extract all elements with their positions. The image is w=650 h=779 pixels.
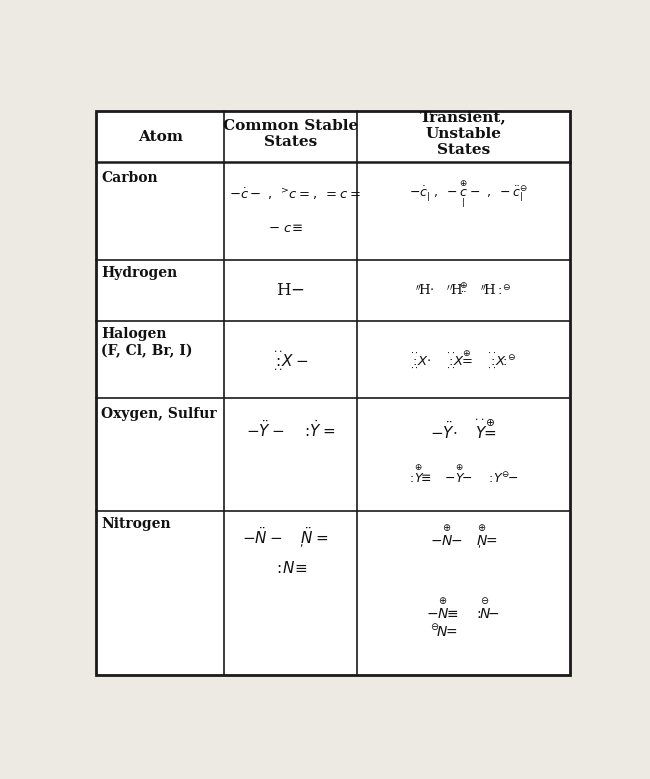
Text: H$-$: H$-$ [276,282,305,299]
Text: $^{\ominus}\!N\!\!=$: $^{\ominus}\!N\!\!=$ [430,623,457,640]
Text: $-\ c\!\equiv$: $-\ c\!\equiv$ [268,222,303,235]
Text: $^{\prime\prime}\!$H$\cdot$   $^{\prime\prime}\!$H$\!\overset{\oplus}{\ddot{}}$ : $^{\prime\prime}\!$H$\cdot$ $^{\prime\pr… [415,283,512,298]
Text: $:\!N\!\equiv$: $:\!N\!\equiv$ [274,559,307,576]
Text: Atom: Atom [138,130,183,144]
Text: Carbon: Carbon [101,171,158,185]
Text: $-\ddot{N}-$   ${}_{,}\!\ddot{N}=$: $-\ddot{N}-$ ${}_{,}\!\ddot{N}=$ [242,525,329,549]
Text: $-\dot{c}^{}_{|}\ ,\ -\overset{\oplus}{\underset{|}{c}}-\ ,\ -\ddot{c}^{\ominus}: $-\dot{c}^{}_{|}\ ,\ -\overset{\oplus}{\… [409,179,528,210]
Text: Common Stable
States: Common Stable States [223,118,358,149]
Text: $-\ddot{Y}\!\cdot$   $\overset{\cdot\cdot}{Y}\!\!\overset{\oplus}{=}$: $-\ddot{Y}\!\cdot$ $\overset{\cdot\cdot}… [430,418,497,442]
Text: $-\dot{c}-\ ,\ {}^{>}\!c= ,\ =c=$: $-\dot{c}-\ ,\ {}^{>}\!c= ,\ =c=$ [229,187,361,203]
Text: $-\overset{\oplus}{N}\!\!-$   ${}_{,}\!\!\overset{\oplus}{N}\!\!=$: $-\overset{\oplus}{N}\!\!-$ ${}_{,}\!\!\… [430,523,497,552]
Text: Halogen
(F, Cl, Br, I): Halogen (F, Cl, Br, I) [101,327,193,358]
Text: $\overset{\cdot\cdot}{\underset{\cdot\cdot}{:}}\!X\!\cdot$   $\overset{\cdot\cdo: $\overset{\cdot\cdot}{\underset{\cdot\cd… [410,350,517,369]
Text: $:\!\overset{\oplus}{Y}\!\!\equiv$   $-\overset{\oplus}{Y}\!\!-$   $:\!Y^{\ominu: $:\!\overset{\oplus}{Y}\!\!\equiv$ $-\ov… [408,464,519,485]
Text: Transient,
Unstable
States: Transient, Unstable States [420,111,507,157]
Text: Hydrogen: Hydrogen [101,266,177,280]
Text: Oxygen, Sulfur: Oxygen, Sulfur [101,407,217,421]
Text: $-\ddot{Y}-$   $:\!\dot{Y}=$: $-\ddot{Y}-$ $:\!\dot{Y}=$ [246,419,335,440]
Text: $-\overset{\oplus}{N}\!\!\equiv$   $:\!\!\overset{\ominus}{N}\!\!-$: $-\overset{\oplus}{N}\!\!\equiv$ $:\!\!\… [426,597,500,622]
Text: Nitrogen: Nitrogen [101,517,171,531]
Text: $\overset{\cdot\cdot}{\underset{\cdot\cdot}{:}}\!X-$: $\overset{\cdot\cdot}{\underset{\cdot\cd… [273,350,308,370]
